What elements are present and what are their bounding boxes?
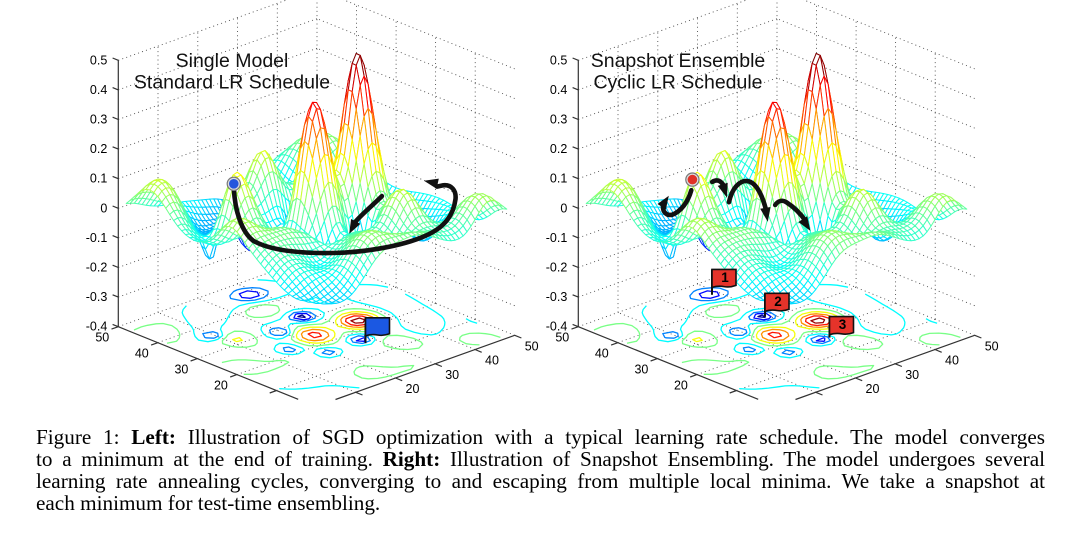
svg-text:1: 1: [721, 270, 729, 285]
svg-text:3: 3: [839, 317, 847, 332]
svg-text:Single Model: Single Model: [176, 50, 289, 72]
svg-text:Standard LR Schedule: Standard LR Schedule: [134, 72, 330, 94]
svg-text:Snapshot Ensemble: Snapshot Ensemble: [591, 50, 766, 72]
svg-text:Cyclic LR Schedule: Cyclic LR Schedule: [593, 72, 762, 94]
svg-text:2: 2: [774, 294, 782, 309]
